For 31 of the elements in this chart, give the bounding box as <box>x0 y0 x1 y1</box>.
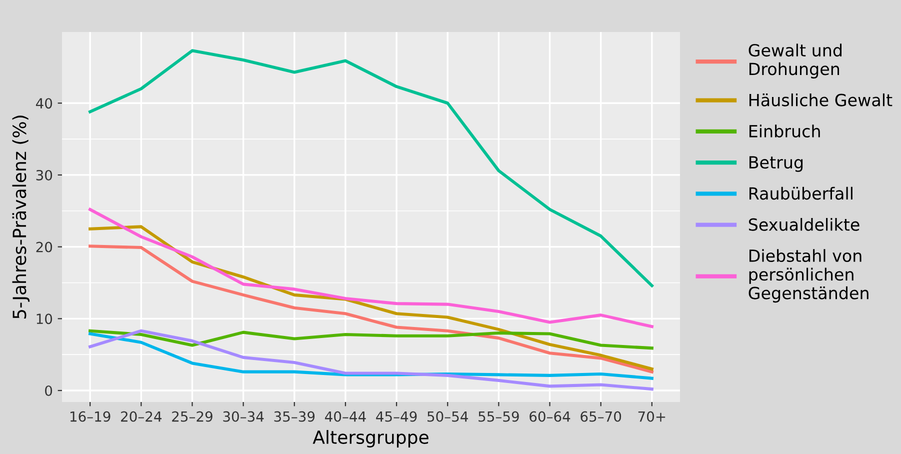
x-tick-label: 30–34 <box>223 411 264 422</box>
y-tick-label: 20 <box>36 242 52 252</box>
y-axis-title: 5-Jahres-Prävalenz (%) <box>12 116 30 318</box>
x-tick-label: 16–19 <box>70 411 110 422</box>
legend-label: Häusliche Gewalt <box>749 93 892 106</box>
x-tick-label: 50–54 <box>428 411 468 422</box>
x-tick-label: 25–29 <box>172 411 212 422</box>
y-tick-label: 10 <box>36 314 52 324</box>
x-axis-title: Altersgruppe <box>312 430 428 448</box>
legend-label: Gewalt und Drohungen <box>748 44 842 78</box>
x-tick-label: 60–64 <box>530 411 570 422</box>
line-series <box>88 329 654 350</box>
line-series <box>88 49 654 288</box>
line-series <box>88 208 654 328</box>
legend-label: Raubüberfall <box>749 186 852 200</box>
x-tick-label: 35–39 <box>274 411 315 422</box>
y-tick-label: 30 <box>36 170 52 180</box>
y-tick-label: 40 <box>36 98 52 109</box>
x-tick-label: 40–44 <box>324 411 366 422</box>
legend-label: Diebstahl von persönlichen Gegenständen <box>748 249 868 303</box>
x-tick-label: 20–24 <box>121 411 162 422</box>
x-tick-label: 65–70 <box>580 411 622 422</box>
legend-label: Betrug <box>749 156 803 172</box>
legend-label: Einbruch <box>749 124 820 138</box>
x-tick-label: 70+ <box>638 411 666 422</box>
line-series <box>88 329 654 391</box>
line-series <box>88 244 654 374</box>
x-tick-label: 45–49 <box>376 411 417 422</box>
x-tick-label: 55–59 <box>478 411 519 422</box>
y-tick-label: 0 <box>45 385 52 396</box>
legend-label: Sexualdelikte <box>748 218 860 231</box>
